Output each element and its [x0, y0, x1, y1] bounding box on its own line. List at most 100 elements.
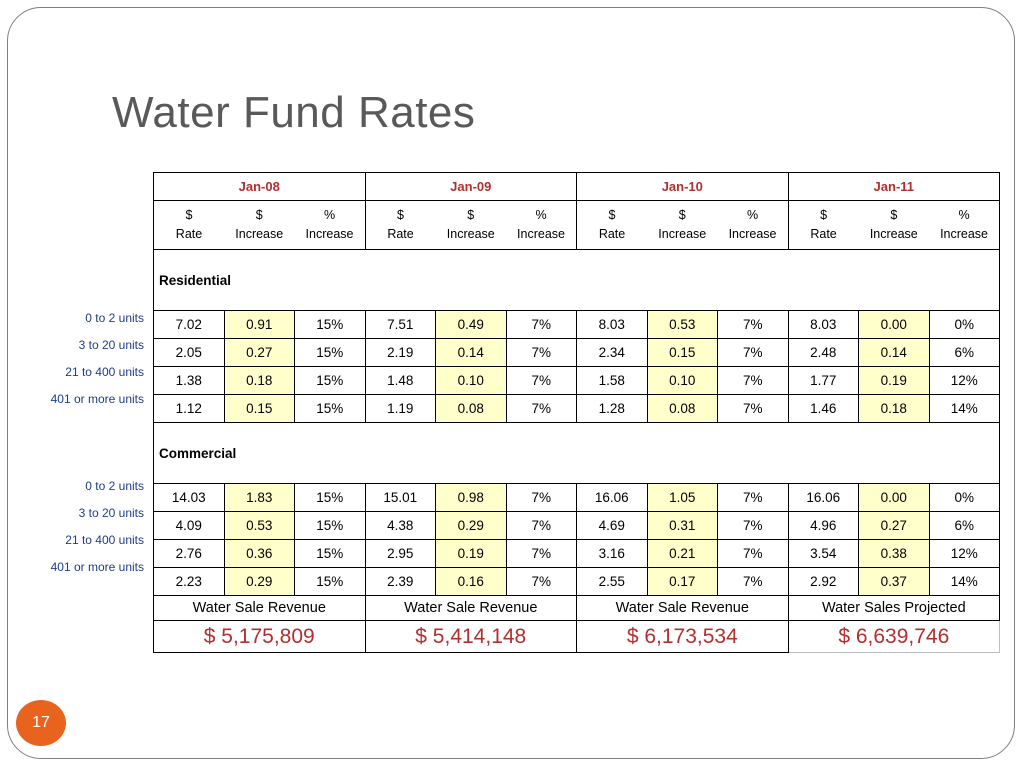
rate-cell: 4.96	[787, 511, 860, 540]
period-header: Jan-10	[576, 172, 789, 201]
revenue-label: Water Sale Revenue	[576, 595, 789, 621]
rate-cell: 1.77	[787, 366, 860, 395]
period-header: Jan-08	[153, 172, 366, 201]
rate-cell: 2.19	[364, 338, 437, 367]
increase-cell: 0.14	[435, 338, 507, 367]
percent-cell: 0%	[928, 310, 1001, 339]
section-label: Residential	[152, 249, 1001, 311]
percent-cell: 7%	[717, 511, 789, 540]
sub-header-cell: % Increase	[506, 200, 578, 250]
increase-cell: 0.08	[646, 394, 719, 423]
rate-cell: 8.03	[576, 310, 648, 339]
section-row: Residential	[152, 249, 1001, 311]
percent-cell: 15%	[294, 483, 366, 512]
row-label: 21 to 400 units	[65, 533, 144, 547]
percent-cell: 7%	[717, 483, 789, 512]
increase-cell: 0.38	[858, 539, 930, 568]
sub-header-cell: $ Rate	[364, 200, 436, 250]
period-header-row: Jan-08 Jan-09 Jan-10 Jan-11	[153, 172, 1001, 201]
increase-cell: 0.00	[858, 483, 930, 512]
sub-header-cell: $ Rate	[576, 200, 648, 250]
row-label: 401 or more units	[50, 392, 144, 406]
rate-cell: 4.09	[153, 511, 225, 540]
percent-cell: 15%	[294, 394, 366, 423]
rate-cell: 1.19	[364, 394, 437, 423]
sub-header-symbol: %	[958, 208, 970, 222]
increase-cell: 0.10	[646, 366, 719, 395]
rate-cell: 1.46	[787, 394, 860, 423]
rate-cell: 14.03	[153, 483, 225, 512]
percent-cell: 7%	[505, 567, 578, 596]
rate-cell: 2.23	[153, 567, 225, 596]
percent-cell: 7%	[505, 539, 578, 568]
sub-header-symbol: $	[820, 208, 828, 222]
percent-cell: 15%	[294, 539, 366, 568]
sub-header-label: Rate	[810, 227, 837, 241]
sub-header-label: Increase	[869, 227, 918, 241]
rate-cell: 1.48	[364, 366, 437, 395]
slide-title: Water Fund Rates	[112, 88, 476, 137]
increase-cell: 0.37	[858, 567, 930, 596]
percent-cell: 7%	[505, 338, 578, 367]
percent-cell: 15%	[294, 511, 366, 540]
sub-header-cell: $ Increase	[859, 201, 930, 250]
rate-cell: 2.76	[153, 539, 225, 568]
percent-cell: 7%	[505, 394, 578, 423]
increase-cell: 0.18	[223, 366, 295, 395]
sub-header-cell: $ Increase	[224, 201, 295, 250]
increase-cell: 0.17	[646, 567, 719, 596]
sub-header-symbol: $	[397, 208, 404, 222]
sub-header-label: Rate	[387, 227, 414, 241]
sub-header-symbol: $	[467, 208, 475, 222]
increase-cell: 0.16	[435, 567, 507, 596]
revenue-label: Water Sales Projected	[787, 595, 1001, 621]
increase-cell: 0.29	[223, 567, 295, 596]
increase-cell: 0.27	[223, 338, 295, 367]
percent-cell: 7%	[717, 394, 789, 423]
percent-cell: 0%	[928, 483, 1001, 512]
percent-cell: 7%	[505, 366, 578, 395]
increase-cell: 0.18	[858, 394, 930, 423]
rate-cell: 1.58	[576, 366, 648, 395]
increase-cell: 0.29	[435, 511, 507, 540]
section-row: Commercial	[152, 422, 1001, 484]
increase-cell: 0.00	[858, 310, 930, 339]
percent-cell: 7%	[717, 539, 789, 568]
rate-cell: 4.38	[364, 511, 437, 540]
sub-header-label: Rate	[175, 227, 203, 241]
table-row: 2.23 0.29 15% 2.39 0.16 7% 2.55 0.17 7% 2.92 0.37 1…	[153, 567, 1001, 596]
revenue-label: Water Sale Revenue	[153, 595, 366, 621]
rate-cell: 7.02	[153, 310, 225, 339]
rate-cell: 15.01	[364, 483, 437, 512]
increase-cell: 1.05	[646, 483, 719, 512]
section-label: Commercial	[152, 422, 1001, 484]
sub-header-label: Increase	[517, 227, 565, 241]
sub-header-symbol: $	[185, 208, 193, 222]
increase-cell: 0.49	[435, 310, 507, 339]
percent-cell: 7%	[717, 338, 789, 367]
percent-cell: 7%	[505, 483, 578, 512]
row-label: 401 or more units	[50, 560, 144, 574]
sub-header-symbol: $	[678, 208, 686, 222]
sub-header-label: Increase	[728, 227, 777, 241]
table-row: 2.76 0.36 15% 2.95 0.19 7% 3.16 0.21 7% 3.54 0.38 1…	[153, 539, 1001, 568]
percent-cell: 6%	[928, 338, 1001, 367]
increase-cell: 0.91	[223, 310, 295, 339]
percent-cell: 15%	[294, 567, 366, 596]
rate-cell: 16.06	[787, 483, 860, 512]
sub-header-cell: $ Rate	[787, 200, 859, 250]
revenue-value-row: $ 5,175,809 $ 5,414,148 $ 6,173,534 $ 6,…	[153, 620, 1001, 653]
percent-cell: 7%	[717, 366, 789, 395]
sub-header-cell: % Increase	[294, 200, 366, 250]
rate-cell: 3.16	[576, 539, 648, 568]
rate-cell: 2.55	[576, 567, 648, 596]
increase-cell: 0.15	[646, 338, 719, 367]
percent-cell: 15%	[294, 310, 366, 339]
increase-cell: 0.36	[223, 539, 295, 568]
increase-cell: 0.21	[646, 539, 719, 568]
percent-cell: 7%	[717, 567, 789, 596]
percent-cell: 6%	[928, 511, 1001, 540]
sub-header-label: Increase	[446, 227, 495, 241]
row-label: 21 to 400 units	[65, 365, 144, 379]
rate-cell: 4.69	[576, 511, 648, 540]
